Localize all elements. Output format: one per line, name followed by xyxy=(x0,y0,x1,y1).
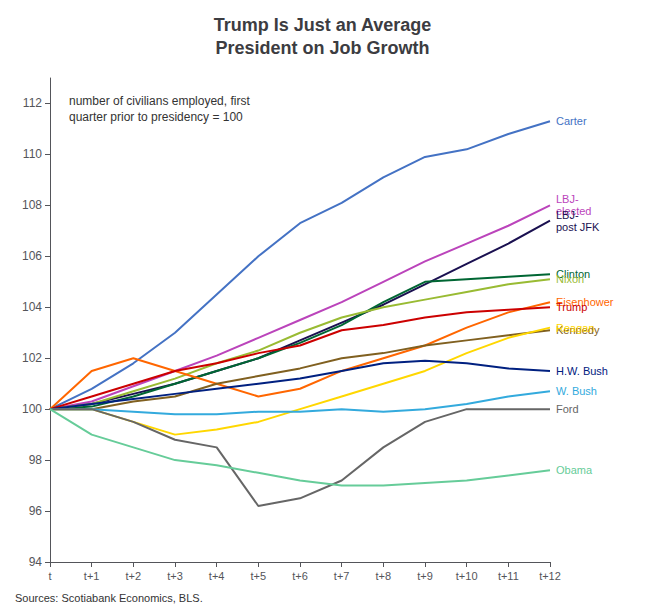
svg-text:Ford: Ford xyxy=(556,403,579,415)
svg-text:H.W. Bush: H.W. Bush xyxy=(556,365,608,377)
svg-text:President on Job Growth: President on Job Growth xyxy=(215,38,429,58)
svg-text:106: 106 xyxy=(22,249,42,263)
svg-text:t+10: t+10 xyxy=(456,570,478,582)
svg-text:96: 96 xyxy=(29,504,43,518)
svg-text:t+5: t+5 xyxy=(251,570,267,582)
svg-text:quarter prior to presidency =: quarter prior to presidency = 100 xyxy=(69,110,243,124)
svg-text:t+9: t+9 xyxy=(417,570,433,582)
svg-text:t+2: t+2 xyxy=(126,570,142,582)
svg-text:Carter: Carter xyxy=(556,115,587,127)
svg-text:100: 100 xyxy=(22,402,42,416)
svg-text:Obama: Obama xyxy=(556,464,593,476)
svg-text:t+12: t+12 xyxy=(539,570,561,582)
svg-text:t+7: t+7 xyxy=(334,570,350,582)
svg-text:t+11: t+11 xyxy=(498,570,519,582)
svg-text:t+3: t+3 xyxy=(167,570,183,582)
svg-text:Trump: Trump xyxy=(556,301,587,313)
svg-text:110: 110 xyxy=(23,147,42,161)
svg-text:t: t xyxy=(48,570,51,582)
svg-text:LBJ-: LBJ- xyxy=(556,193,579,205)
svg-text:Sources: Scotiabank Economics,: Sources: Scotiabank Economics, BLS. xyxy=(15,592,203,604)
svg-text:Reagan: Reagan xyxy=(556,322,595,334)
svg-text:t+1: t+1 xyxy=(84,570,100,582)
svg-text:112: 112 xyxy=(23,96,42,110)
svg-text:t+8: t+8 xyxy=(376,570,392,582)
svg-text:LBJ-: LBJ- xyxy=(556,209,579,221)
svg-text:Trump Is Just an Average: Trump Is Just an Average xyxy=(214,15,432,35)
svg-text:number of civilians employed,: number of civilians employed, first xyxy=(69,94,250,108)
svg-text:W. Bush: W. Bush xyxy=(556,385,597,397)
svg-text:102: 102 xyxy=(22,351,42,365)
svg-text:104: 104 xyxy=(22,300,42,314)
svg-text:t+4: t+4 xyxy=(209,570,225,582)
svg-text:94: 94 xyxy=(29,555,43,569)
svg-text:post JFK: post JFK xyxy=(556,221,600,233)
svg-text:Nixon: Nixon xyxy=(556,273,584,285)
svg-text:98: 98 xyxy=(29,453,43,467)
svg-text:108: 108 xyxy=(22,198,42,212)
svg-text:t+6: t+6 xyxy=(292,570,308,582)
